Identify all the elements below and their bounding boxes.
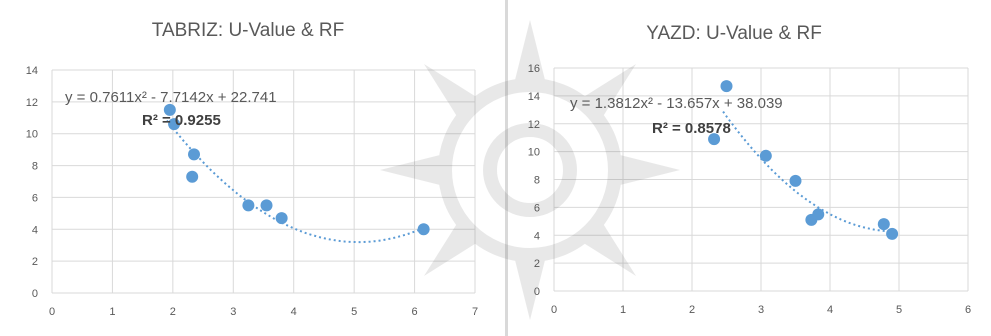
x-tick-label: 3 (758, 304, 764, 316)
y-tick-label: 4 (534, 230, 540, 242)
chart-title: YAZD: U-Value & RF (646, 23, 822, 44)
data-point (186, 170, 199, 183)
x-tick-label: 4 (827, 304, 833, 316)
data-point (242, 199, 255, 212)
y-tick-label: 4 (32, 224, 38, 236)
x-tick-label: 1 (109, 306, 115, 318)
r-squared-label: R² = 0.8578 (652, 120, 731, 137)
y-tick-label: 2 (32, 256, 38, 268)
y-tick-label: 14 (528, 91, 540, 103)
x-tick-label: 5 (351, 306, 357, 318)
trendline (722, 111, 896, 233)
y-tick-label: 12 (528, 119, 540, 131)
data-point (163, 103, 176, 116)
y-tick-label: 6 (534, 202, 540, 214)
data-point (759, 149, 772, 162)
x-tick-label: 0 (49, 306, 55, 318)
y-tick-label: 16 (528, 63, 540, 75)
y-tick-label: 2 (534, 258, 540, 270)
y-tick-label: 14 (26, 65, 38, 77)
x-tick-label: 7 (472, 306, 478, 318)
x-tick-label: 6 (965, 304, 971, 316)
data-point (275, 212, 288, 225)
y-tick-label: 0 (32, 288, 38, 300)
yazd-chart: YAZD: U-Value & RF 0 2 4 6 8 10 12 14 16 0 1 2 3 4 5 6 … (508, 0, 991, 336)
r-squared-label: R² = 0.9255 (142, 112, 221, 129)
y-tick-label: 6 (32, 192, 38, 204)
y-tick-label: 10 (528, 147, 540, 159)
x-tick-label: 5 (896, 304, 902, 316)
y-tick-label: 10 (26, 129, 38, 141)
x-tick-label: 0 (551, 304, 557, 316)
x-tick-label: 4 (291, 306, 297, 318)
x-tick-label: 6 (412, 306, 418, 318)
y-tick-label: 8 (534, 175, 540, 187)
trendline-equation: y = 0.7611x² - 7.7142x + 22.741 (65, 89, 277, 106)
data-point (168, 118, 181, 131)
data-point (260, 199, 273, 212)
x-tick-label: 2 (170, 306, 176, 318)
data-point (812, 208, 825, 221)
x-tick-label: 1 (620, 304, 626, 316)
y-tick-label: 0 (534, 286, 540, 298)
data-point (188, 148, 201, 161)
trendline-equation: y = 1.3812x² - 13.657x + 38.039 (570, 95, 783, 112)
x-tick-label: 2 (689, 304, 695, 316)
data-point (789, 174, 802, 187)
tabriz-chart: TABRIZ: U-Value & RF 0 2 4 6 8 10 12 14 0 1 2 3 4 5 6 7… (26, 20, 478, 318)
chart-title: TABRIZ: U-Value & RF (152, 20, 345, 41)
data-point (877, 218, 890, 231)
y-tick-label: 8 (32, 161, 38, 173)
data-point (417, 223, 430, 236)
chart-divider (505, 0, 508, 336)
data-point (886, 227, 899, 240)
data-point (720, 80, 733, 93)
trendline (166, 119, 428, 244)
data-point (708, 133, 721, 146)
y-tick-label: 12 (26, 97, 38, 109)
x-tick-label: 3 (230, 306, 236, 318)
